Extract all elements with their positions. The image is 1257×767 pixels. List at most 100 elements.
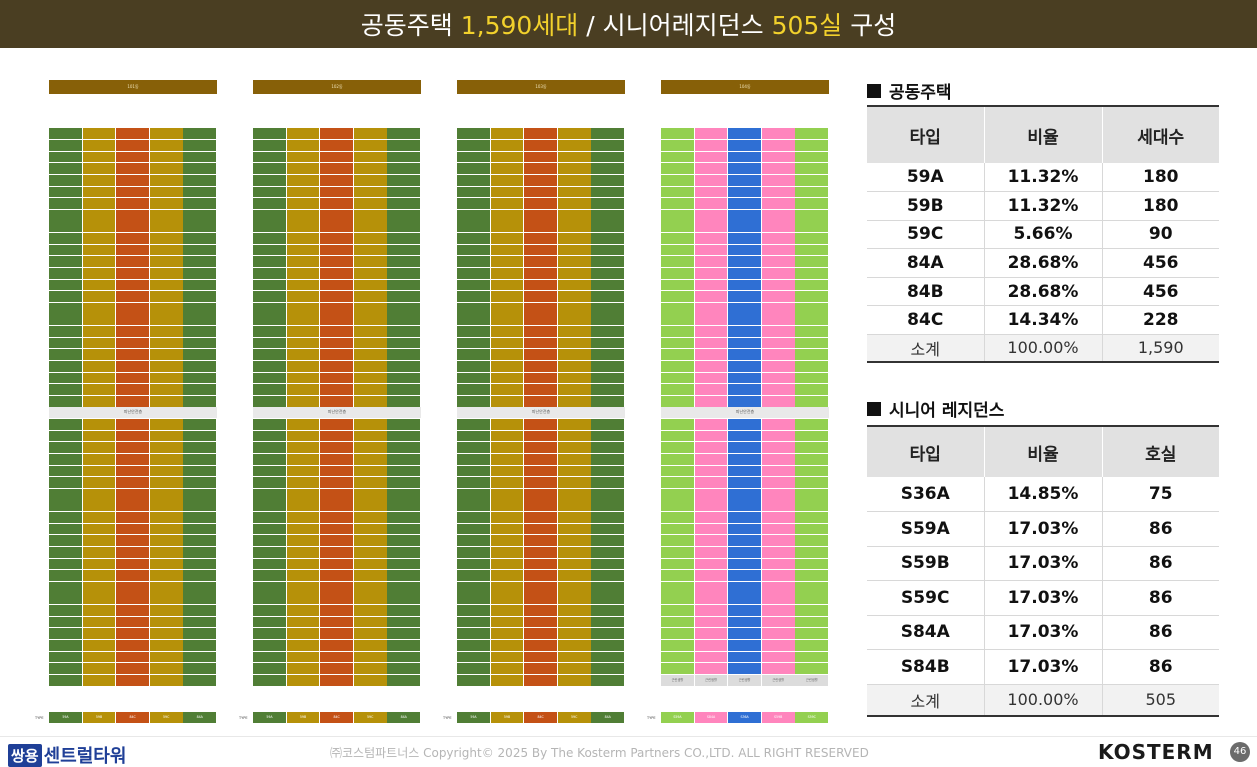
floor-row: [645, 163, 829, 175]
unit-cell: [728, 535, 762, 547]
floor-row: [33, 279, 217, 291]
unit-cell: [557, 233, 591, 244]
unit-cell: [661, 546, 694, 558]
floor-row: [33, 163, 217, 175]
floor-row: [645, 326, 829, 338]
cell-type: S59C: [867, 580, 984, 616]
unit-cell: [761, 209, 795, 221]
unit-cell: [353, 430, 387, 442]
type-row-label: TYPE: [647, 715, 656, 720]
unit-cell: 근린생활: [694, 674, 728, 686]
unit-cell: [82, 163, 116, 175]
floor-row: [33, 512, 217, 524]
floor-row: [441, 326, 625, 338]
unit-cell: [49, 291, 82, 302]
unit-cell: [661, 372, 694, 384]
unit-cell: [183, 512, 217, 523]
floor-row: [645, 616, 829, 628]
unit-cell: [253, 128, 286, 140]
unit-cell: [761, 663, 795, 674]
unit-cell: [353, 267, 387, 279]
cell-type: S59B: [867, 546, 984, 581]
unit-cell: [557, 628, 591, 640]
unit-cell: [286, 628, 320, 640]
unit-cell: [728, 163, 762, 175]
floor-row: [441, 651, 625, 663]
floor-row: [237, 639, 421, 652]
unit-cell: [728, 395, 762, 407]
unit-cell: [353, 570, 387, 581]
unit-cell: [694, 453, 728, 465]
floor-row: [33, 593, 217, 605]
unit-cell: [353, 465, 387, 477]
unit-cell: [353, 628, 387, 640]
type-row-label: TYPE: [443, 715, 452, 720]
unit-cell: [320, 605, 354, 616]
type-legend-row: TYPE S59A S84A S36A S59B S59C: [645, 712, 829, 723]
unit-cell: [694, 628, 728, 640]
unit-cell: [183, 535, 217, 547]
unit-cell: [49, 279, 82, 291]
unit-cell: [353, 395, 387, 407]
unit-cell: [353, 326, 387, 337]
senior-type-table: 타입 비율 호실 S36A 14.85% 75 S59A 17.03% 86 S59B 17.…: [867, 425, 1219, 717]
floor-row: [645, 314, 829, 326]
unit-cell: [524, 546, 558, 558]
floor-row: [645, 593, 829, 605]
unit-cell: [728, 221, 762, 233]
unit-cell: [286, 291, 320, 302]
unit-cell: [694, 360, 728, 372]
floor-row: 피난안전층: [237, 407, 421, 419]
unit-cell: [253, 535, 286, 547]
unit-cell: [49, 651, 82, 663]
table-header-row: 타입 비율 호실: [867, 426, 1219, 477]
unit-cell: [591, 198, 625, 209]
unit-cell: [320, 244, 354, 256]
unit-cell: [591, 128, 625, 140]
unit-cell: [353, 372, 387, 384]
unit-cell: [183, 639, 217, 651]
unit-cell: [661, 395, 694, 407]
unit-cell: [49, 326, 82, 337]
unit-cell: [728, 465, 762, 477]
unit-cell: [286, 337, 320, 349]
unit-cell: [116, 628, 150, 640]
unit-cell: [253, 186, 286, 198]
unit-cell: [253, 512, 286, 523]
unit-cell: [591, 616, 625, 628]
unit-cell: [591, 291, 625, 302]
unit-cell: [557, 488, 591, 500]
unit-cell: [253, 279, 286, 291]
unit-cell: [661, 302, 694, 314]
unit-cell: [457, 174, 490, 186]
unit-cell: [387, 326, 421, 337]
unit-cell: [524, 198, 558, 209]
floor-row: [441, 488, 625, 500]
unit-cell: [457, 546, 490, 558]
unit-cell: [795, 314, 829, 326]
unit-cell: [490, 326, 524, 337]
unit-cell: [557, 535, 591, 547]
unit-cell: [149, 151, 183, 163]
unit-cell: [49, 605, 82, 616]
floor-row: [441, 395, 625, 407]
unit-cell: [457, 674, 490, 686]
unit-cell: [286, 256, 320, 268]
unit-cell: [353, 605, 387, 616]
unit-cell: [286, 128, 320, 140]
unit-cell: [183, 477, 217, 488]
floor-row: [237, 337, 421, 349]
type-chip: 84C: [116, 712, 150, 723]
unit-cell: [457, 198, 490, 209]
floor-row: [237, 140, 421, 152]
unit-cell: [116, 221, 150, 233]
floor-row: [645, 349, 829, 361]
floor-row: [237, 326, 421, 338]
floor-row: [237, 163, 421, 175]
unit-cell: [253, 593, 286, 605]
unit-cell: [524, 163, 558, 175]
unit-cell: [149, 384, 183, 395]
unit-cell: [286, 581, 320, 593]
unit-cell: [728, 384, 762, 395]
floor-row: [33, 546, 217, 559]
